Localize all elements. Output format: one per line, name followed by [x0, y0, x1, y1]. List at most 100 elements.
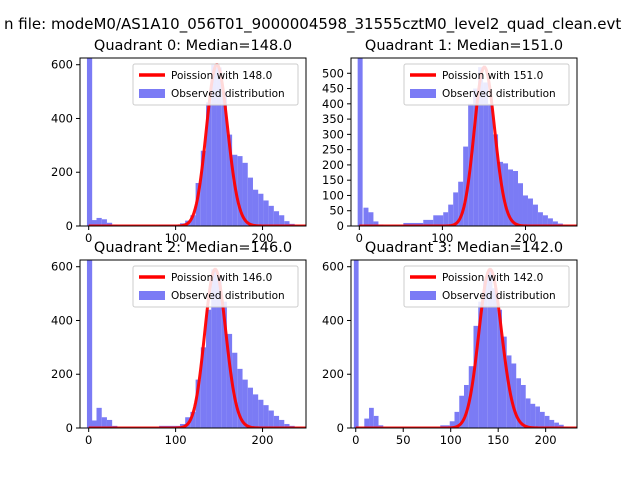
- y-tick-label: 600: [51, 58, 73, 72]
- histogram-bar: [487, 269, 493, 428]
- legend-poisson-label: Poission with 151.0: [442, 70, 543, 82]
- histogram-bar: [454, 411, 460, 428]
- histogram-bar: [353, 260, 359, 428]
- histogram-bar: [459, 395, 464, 428]
- histogram-bar: [368, 212, 374, 226]
- histogram-bar: [488, 103, 494, 226]
- histogram-bar: [518, 183, 523, 226]
- quadrant-1-chart: Quadrant 1: Median=151.00 100 200050100150…: [322, 38, 578, 245]
- x-tick-label: 100: [165, 433, 187, 447]
- histogram-bar: [96, 407, 102, 428]
- histogram-bar: [252, 394, 259, 428]
- histogram-bar: [206, 309, 212, 428]
- histogram-bar: [473, 325, 479, 428]
- legend-poisson-label: Poission with 146.0: [171, 272, 272, 284]
- histogram-bar: [497, 309, 502, 428]
- y-tick-label: 400: [322, 97, 344, 111]
- histogram-bar: [237, 156, 243, 226]
- histogram-bar: [101, 417, 107, 428]
- histogram-bar: [547, 218, 553, 226]
- histogram-bar: [237, 368, 243, 428]
- y-tick-label: 600: [51, 260, 73, 274]
- histogram-bar: [544, 415, 550, 428]
- histogram-bar: [549, 419, 555, 428]
- histogram-bar: [91, 420, 97, 428]
- histogram-bar: [527, 198, 533, 226]
- legend: Poission with 148.0 Observed distribution: [132, 63, 299, 106]
- histogram-bar: [552, 221, 558, 226]
- quadrant-3-title: Quadrant 3: Median=142.0: [365, 240, 563, 256]
- poisson-curve: [88, 267, 306, 428]
- histogram-bar: [226, 134, 233, 226]
- y-tick-label: 450: [322, 82, 344, 96]
- x-tick-label: 100: [431, 231, 453, 245]
- quadrant-0-chart: Quadrant 0: Median=148.0 0 100 200 0 200 400 60…: [51, 38, 307, 245]
- histogram-bar: [216, 277, 222, 428]
- legend-box: [403, 265, 570, 308]
- y-tick-label: 250: [322, 143, 344, 157]
- histogram-bar: [463, 146, 469, 226]
- legend-histogram-swatch: [139, 291, 165, 300]
- histogram-bar: [511, 363, 517, 428]
- y-tick-label: 0: [66, 219, 73, 233]
- histogram-bar: [200, 150, 207, 226]
- histogram-bar: [498, 161, 504, 226]
- histogram-bar: [535, 406, 540, 428]
- x-tick-label: 200: [515, 231, 537, 245]
- quadrant-2-title: Quadrant 2: Median=146.0: [94, 240, 292, 256]
- histogram-bar: [554, 422, 559, 428]
- y-tick-label: 200: [51, 367, 73, 381]
- histogram-bar: [373, 221, 379, 226]
- histogram-bar: [221, 301, 227, 428]
- histogram-bar: [195, 379, 201, 428]
- quadrant-2-plot-area: [86, 260, 306, 428]
- y-tick-label: 500: [322, 66, 344, 80]
- histogram-bar: [373, 415, 379, 428]
- histogram-bar: [530, 403, 536, 428]
- histogram-bar: [369, 407, 374, 428]
- histogram-bar: [458, 181, 464, 226]
- histogram-bar: [539, 411, 545, 428]
- y-tick-label: 0: [337, 219, 344, 233]
- histogram-bar: [453, 192, 459, 226]
- y-tick-label: 400: [51, 111, 73, 125]
- histogram-bar: [258, 193, 264, 226]
- poisson-curve: [359, 65, 577, 226]
- histogram-bar: [279, 215, 285, 226]
- axes-frame: [350, 57, 578, 227]
- y-tick-label: 400: [51, 313, 73, 327]
- histogram-bar: [478, 67, 484, 226]
- histogram-bar: [96, 217, 102, 226]
- histogram-bar: [423, 219, 434, 226]
- histogram-bar: [273, 211, 280, 226]
- histogram-bar: [279, 419, 285, 428]
- legend-box: [132, 63, 299, 106]
- quadrant-0-title: Quadrant 0: Median=148.0: [94, 38, 292, 54]
- quadrant-1-title: Quadrant 1: Median=151.0: [365, 38, 563, 54]
- histogram-bar: [558, 424, 564, 428]
- y-tick-label: 150: [322, 173, 344, 187]
- y-tick-label: 50: [329, 204, 344, 218]
- histogram-bar: [206, 102, 212, 226]
- histogram-bar: [363, 207, 369, 226]
- histogram-bar: [513, 171, 519, 226]
- legend-histogram-label: Observed distribution: [171, 290, 285, 302]
- x-tick-label: 100: [165, 231, 187, 245]
- histogram-bar: [284, 423, 290, 428]
- histogram-bar: [478, 301, 483, 428]
- legend-poisson-label: Poission with 148.0: [171, 70, 272, 82]
- legend-histogram-label: Observed distribution: [171, 88, 285, 100]
- x-tick-label: 200: [252, 231, 274, 245]
- histogram-bar: [357, 58, 363, 226]
- y-tick-label: 200: [51, 165, 73, 179]
- histogram-bar: [537, 212, 543, 226]
- quadrant-1-plot-area: [357, 58, 577, 226]
- histogram-bar: [503, 163, 509, 226]
- histogram-bar: [263, 200, 269, 226]
- x-tick-label: 50: [396, 433, 411, 447]
- legend: Poission with 146.0 Observed distribution: [132, 265, 299, 308]
- quadrant-2-chart: Quadrant 2: Median=146.0 0 100 200 0 200 400 60…: [51, 240, 307, 447]
- histogram-bar: [195, 182, 201, 226]
- histogram-bar: [508, 169, 514, 226]
